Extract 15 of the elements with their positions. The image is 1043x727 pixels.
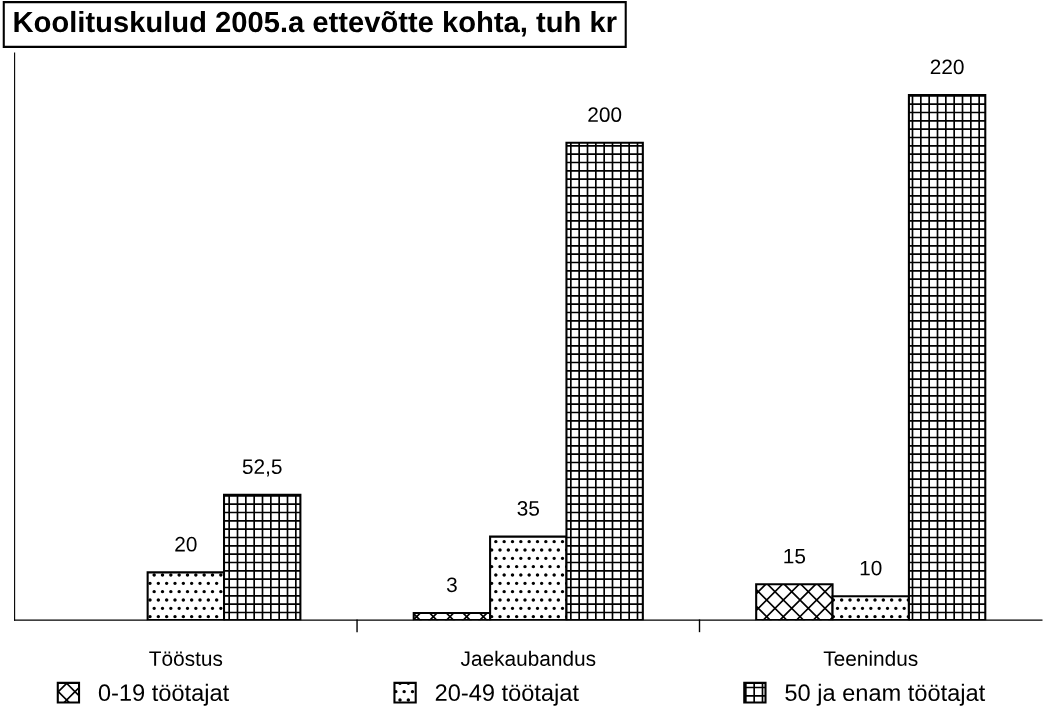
legend-label: 50 ja enam töötajat <box>785 683 986 706</box>
data-label: 200 <box>588 107 622 123</box>
data-label: 15 <box>784 549 806 564</box>
data-label: 20 <box>175 536 197 552</box>
chart-title: Koolituskulud 2005.a ettevõtte kohta, tuh kr <box>14 10 617 37</box>
data-label: 35 <box>517 501 539 516</box>
data-label: 10 <box>860 560 882 576</box>
x-tick-label: Teenindus <box>823 650 918 666</box>
x-tick-label: Tööstus <box>149 651 223 666</box>
x-tick-label: Jaekaubandus <box>460 650 596 666</box>
data-label: 220 <box>930 59 964 75</box>
data-label: 52,5 <box>242 459 282 477</box>
legend-label: 0-19 töötajat <box>98 683 230 706</box>
legend-label: 20-49 töötajat <box>435 683 579 706</box>
data-label: 3 <box>446 577 457 593</box>
